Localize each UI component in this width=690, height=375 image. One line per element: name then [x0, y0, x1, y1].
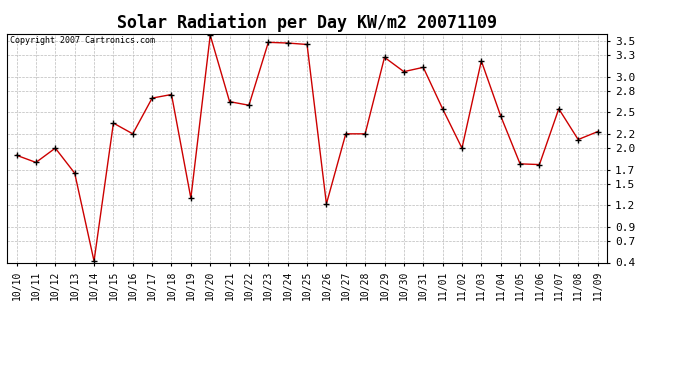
Text: Copyright 2007 Cartronics.com: Copyright 2007 Cartronics.com — [10, 36, 155, 45]
Title: Solar Radiation per Day KW/m2 20071109: Solar Radiation per Day KW/m2 20071109 — [117, 13, 497, 32]
